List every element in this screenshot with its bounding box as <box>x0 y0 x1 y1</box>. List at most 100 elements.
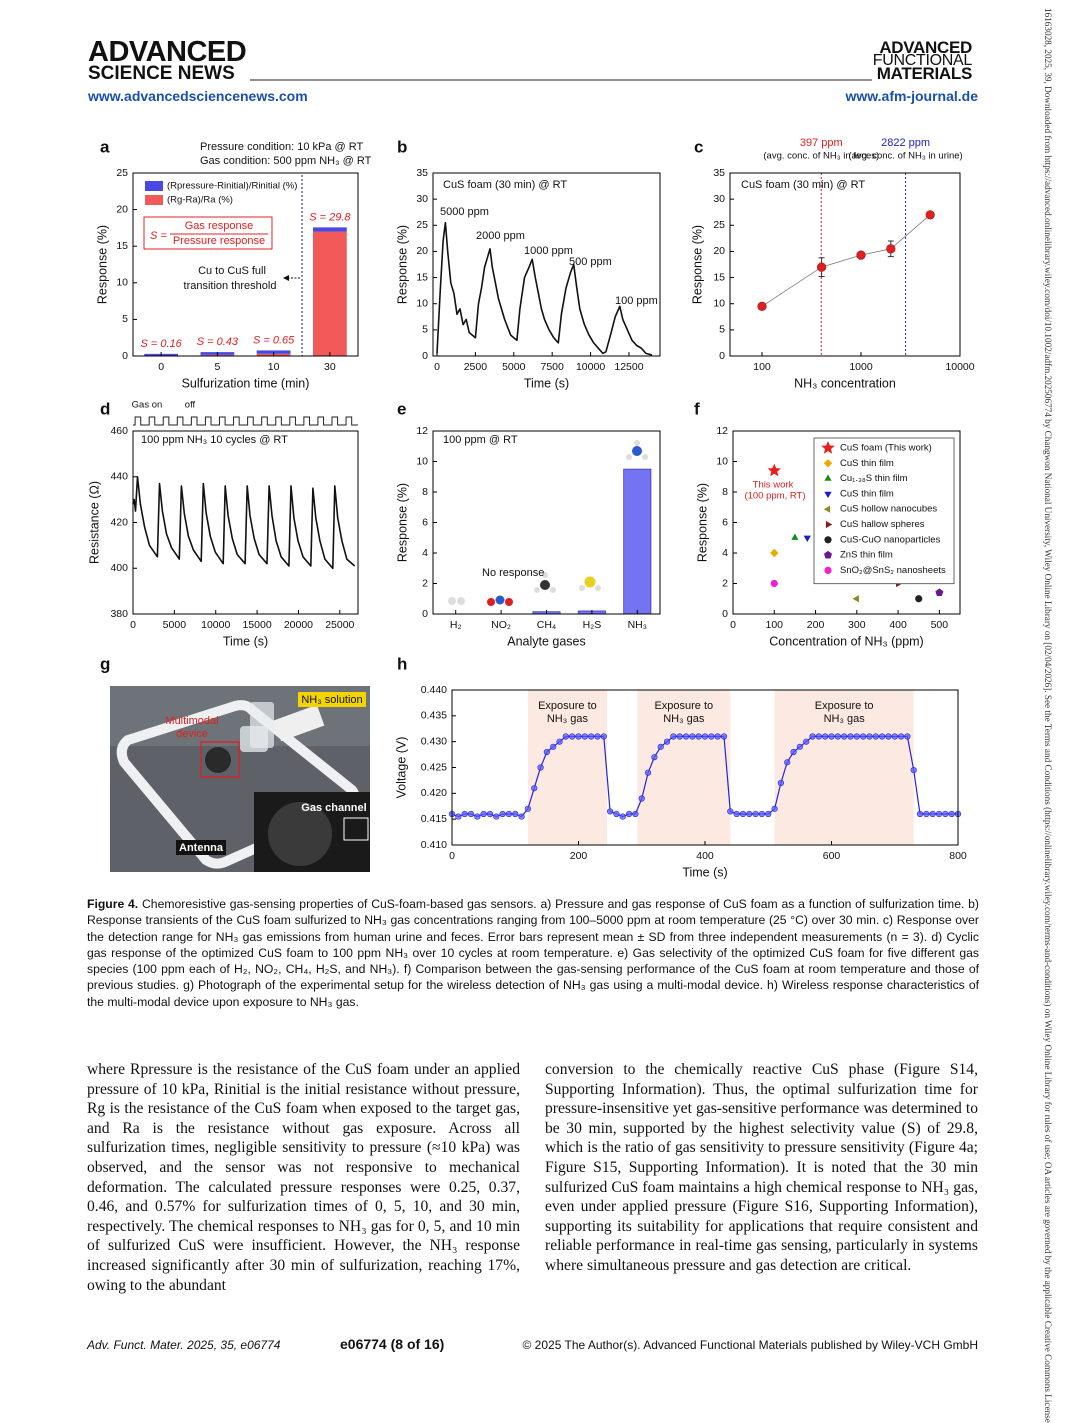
figure-caption: Figure 4. Chemoresistive gas-sensing pro… <box>87 896 979 1010</box>
legend-marker <box>824 536 831 543</box>
data-point <box>601 734 607 740</box>
data-point <box>853 595 859 602</box>
data-point <box>658 744 664 750</box>
y-tick-label: 10 <box>116 277 128 289</box>
data-point <box>525 806 531 812</box>
data-point <box>734 811 740 817</box>
x-tick-label: 0 <box>130 619 136 631</box>
y-tick-label: 0.410 <box>421 839 447 851</box>
annotation: S = <box>150 230 167 242</box>
y-tick-label: 10 <box>416 455 428 467</box>
photo-label: Gas channel <box>301 802 366 814</box>
data-point <box>822 734 828 740</box>
data-point <box>690 734 696 740</box>
footer-citation: Adv. Funct. Mater. 2025, 35, e06774 <box>87 1338 280 1352</box>
y-tick-label: 15 <box>116 240 128 252</box>
y-tick-label: 0 <box>422 608 428 620</box>
data-point <box>721 734 727 740</box>
reference-label: 2822 ppm <box>881 137 930 149</box>
data-point <box>791 534 798 540</box>
y-tick-label: 4 <box>722 547 728 559</box>
legend-label: CuS foam (This work) <box>840 443 932 454</box>
body-column: where Rpressure is the resistance of the… <box>87 1060 520 1295</box>
data-point <box>614 811 620 817</box>
panel-letter: e <box>397 399 406 418</box>
y-tick-label: 25 <box>713 219 725 231</box>
data-point <box>841 734 847 740</box>
x-tick-label: 1000 <box>849 361 873 373</box>
data-point <box>500 811 506 817</box>
legend-label: CuS thin film <box>840 458 894 469</box>
data-point <box>817 263 826 272</box>
x-tick-label: 30 <box>324 361 336 373</box>
annotation: 1000 ppm <box>524 245 573 257</box>
data-point <box>550 744 556 750</box>
bar <box>624 469 651 614</box>
data-point <box>576 734 582 740</box>
y-tick-label: 30 <box>713 193 725 205</box>
y-tick-label: 0.435 <box>421 710 447 722</box>
x-axis-label: Analyte gases <box>507 634 586 648</box>
data-point <box>911 767 917 773</box>
bar <box>313 232 347 356</box>
data-point <box>607 809 613 815</box>
legend-label: SnO₂@SnS₂ nanosheets <box>840 565 946 576</box>
legend-label: Cu₁.₃₈S thin film <box>840 473 908 484</box>
photo-label: NH₃ solution <box>301 694 362 706</box>
legend-label: (Rg-Ra)/Ra (%) <box>167 195 233 206</box>
data-point <box>935 588 943 596</box>
panel-letter: a <box>100 137 110 156</box>
data-point <box>715 734 721 740</box>
data-point <box>544 749 550 755</box>
caption-label: Figure 4. <box>87 897 138 911</box>
x-axis-label: Time (s) <box>524 376 569 390</box>
data-point <box>765 811 771 817</box>
y-tick-label: 8 <box>422 486 428 498</box>
data-point <box>506 811 512 817</box>
panel-letter: b <box>397 137 407 156</box>
selectivity-label: S = 0.16 <box>140 338 182 350</box>
y-tick-label: 8 <box>722 486 728 498</box>
panel-letter: g <box>100 654 110 673</box>
annotation: (100 ppm, RT) <box>744 491 805 502</box>
panel-letter: h <box>397 654 407 673</box>
x-tick-label: 7500 <box>541 361 565 373</box>
legend-swatch <box>145 181 163 191</box>
bar <box>313 227 347 231</box>
y-tick-label: 20 <box>416 245 428 257</box>
span-label: Exposure to <box>654 700 713 712</box>
caption-text: Chemoresistive gas-sensing properties of… <box>87 897 979 1009</box>
legend-label: (Rpressure-Rinitial)/Rinitial (%) <box>167 181 297 192</box>
data-point <box>683 734 689 740</box>
x-tick-label: H₂ <box>450 619 462 631</box>
data-point <box>462 811 468 817</box>
data-point <box>620 814 626 820</box>
panel-letter: d <box>100 399 110 418</box>
y-axis-label: Resistance (Ω) <box>87 481 101 564</box>
x-tick-label: 200 <box>570 850 588 862</box>
x-tick-label: 10 <box>268 361 280 373</box>
annotation: 100 ppm <box>615 295 658 307</box>
x-tick-label: 10000 <box>576 361 605 373</box>
x-axis-label: Time (s) <box>682 865 727 879</box>
data-point <box>886 734 892 740</box>
y-tick-label: 0 <box>122 350 128 362</box>
data-point <box>860 734 866 740</box>
data-point <box>456 814 462 820</box>
data-point <box>709 734 715 740</box>
x-tick-label: 600 <box>823 850 841 862</box>
y-axis-label: Voltage (V) <box>394 737 408 799</box>
data-point <box>639 796 645 802</box>
annotation: 2000 ppm <box>476 230 525 242</box>
annotation: Gas condition: 500 ppm NH₃ @ RT <box>200 155 372 167</box>
annotation: off <box>185 400 196 411</box>
y-tick-label: 35 <box>416 167 428 179</box>
data-point <box>702 734 708 740</box>
y-tick-label: 400 <box>110 562 128 574</box>
annotation: 500 ppm <box>569 256 612 268</box>
data-point <box>772 806 778 812</box>
x-tick-label: 0 <box>730 619 736 631</box>
y-tick-label: 440 <box>110 471 128 483</box>
selectivity-label: S = 29.8 <box>309 211 351 223</box>
data-point <box>468 811 474 817</box>
